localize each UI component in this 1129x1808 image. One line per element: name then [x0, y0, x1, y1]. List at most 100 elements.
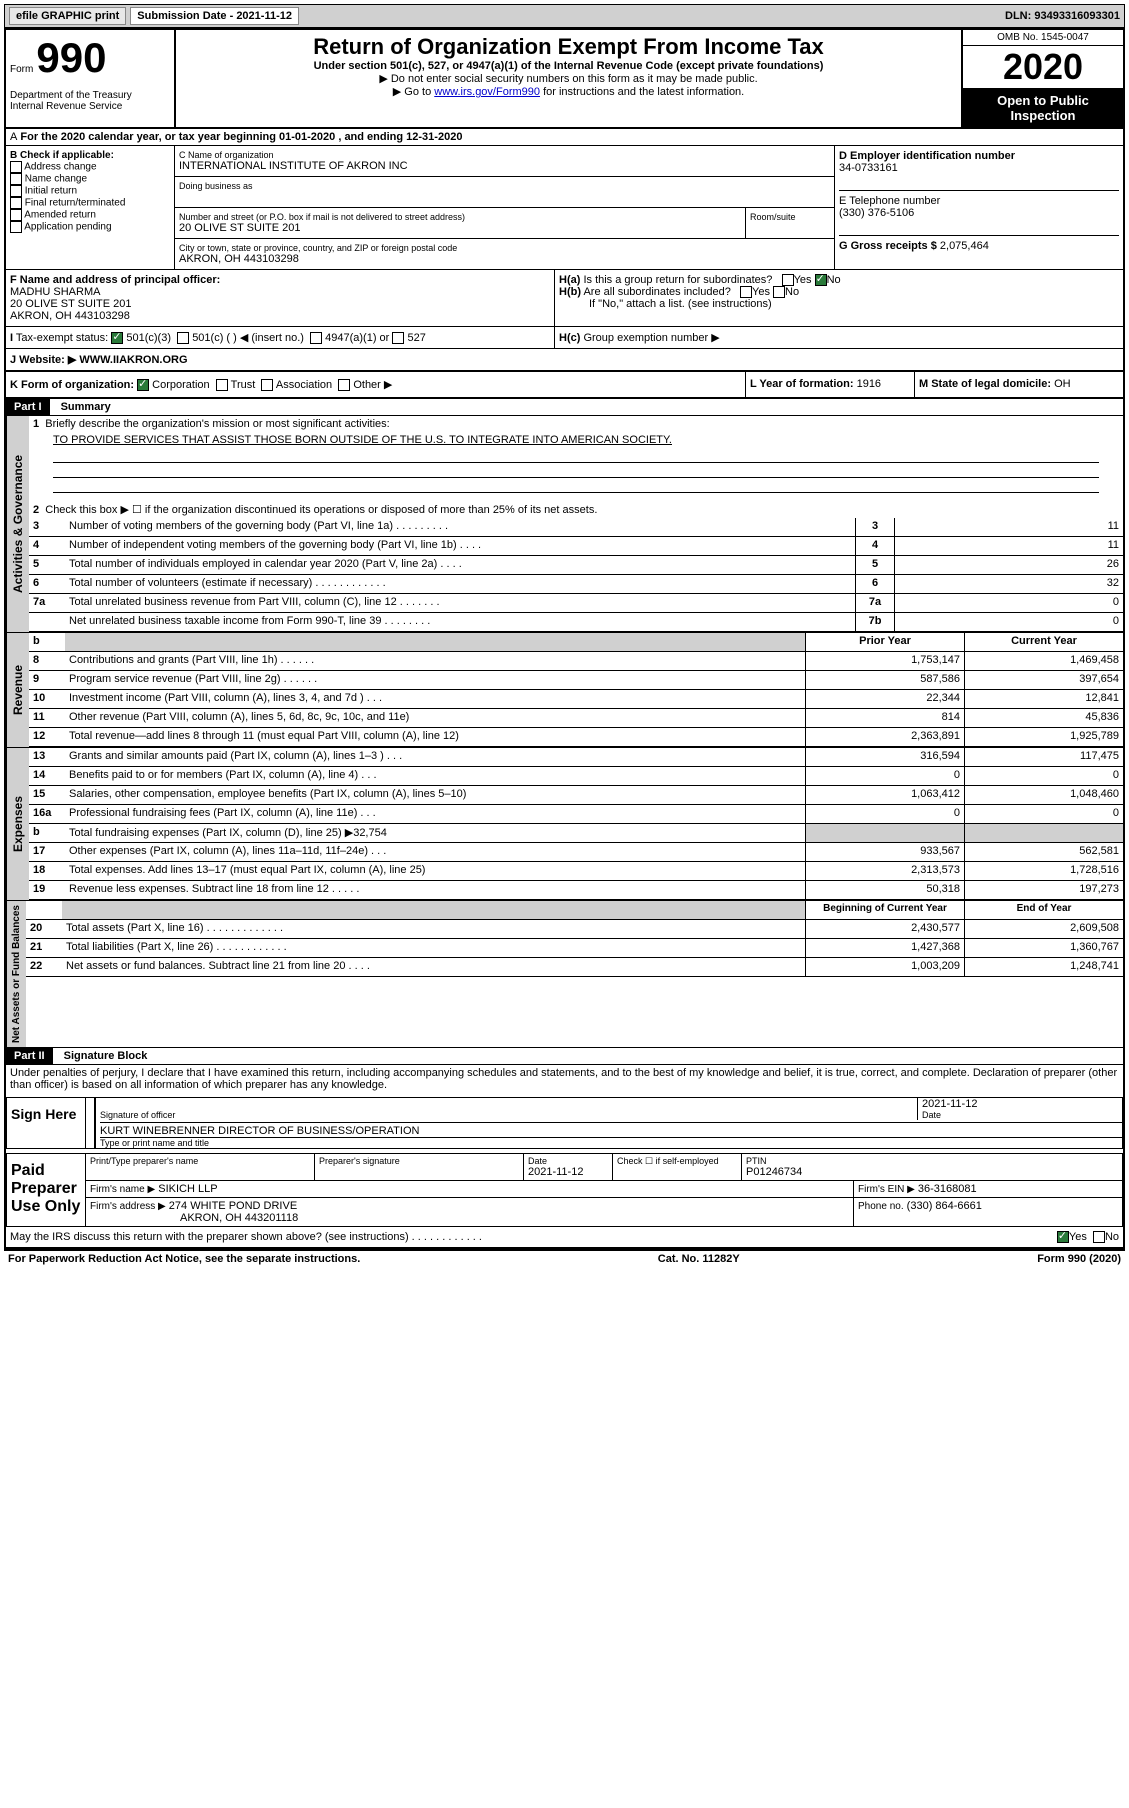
irs-link[interactable]: www.irs.gov/Form990: [434, 86, 540, 98]
submission-date-field: Submission Date - 2021-11-12: [130, 7, 299, 25]
expense-row: 16aProfessional fundraising fees (Part I…: [29, 805, 1123, 824]
firm-addr1: 274 WHITE POND DRIVE: [169, 1200, 297, 1212]
c-name-label: C Name of organization: [179, 150, 830, 160]
gov-row: 3Number of voting members of the governi…: [29, 518, 1123, 537]
prep-date: 2021-11-12: [528, 1166, 608, 1178]
efile-button[interactable]: efile GRAPHIC print: [9, 7, 126, 25]
net-row: 22Net assets or fund balances. Subtract …: [26, 958, 1123, 977]
discuss-text: May the IRS discuss this return with the…: [10, 1231, 482, 1243]
expense-row: bTotal fundraising expenses (Part IX, co…: [29, 824, 1123, 843]
declaration-text: Under penalties of perjury, I declare th…: [6, 1064, 1123, 1093]
vlabel-governance: Activities & Governance: [6, 416, 29, 632]
officer-name-label: Type or print name and title: [100, 1137, 1122, 1148]
revenue-section: Revenue b Prior Year Current Year 8Contr…: [6, 632, 1123, 747]
revenue-row: 9Program service revenue (Part VIII, lin…: [29, 671, 1123, 690]
column-c: C Name of organization INTERNATIONAL INS…: [175, 146, 835, 269]
preparer-table: Paid Preparer Use Only Print/Type prepar…: [6, 1153, 1123, 1227]
ein-value: 34-0733161: [839, 162, 1119, 174]
sign-here-label: Sign Here: [7, 1098, 86, 1148]
k-label: K Form of organization:: [10, 379, 134, 391]
column-l: L Year of formation: 1916: [745, 372, 914, 397]
revenue-row: 8Contributions and grants (Part VIII, li…: [29, 652, 1123, 671]
sig-officer-label: Signature of officer: [100, 1110, 917, 1120]
hb-row: H(b) Are all subordinates included? Yes …: [559, 286, 1119, 298]
vlabel-net: Net Assets or Fund Balances: [6, 901, 26, 1047]
form-prefix: Form: [10, 64, 33, 75]
net-header-row: Beginning of Current Year End of Year: [26, 901, 1123, 920]
officer-name: MADHU SHARMA: [10, 286, 550, 298]
part2-title: Signature Block: [56, 1048, 156, 1064]
street-box: Number and street (or P.O. box if mail i…: [175, 208, 746, 238]
dept-label: Department of the Treasury Internal Reve…: [10, 90, 170, 112]
mission-text: TO PROVIDE SERVICES THAT ASSIST THOSE BO…: [29, 432, 1123, 448]
street-value: 20 OLIVE ST SUITE 201: [179, 222, 741, 234]
ptin-value: P01246734: [746, 1166, 1118, 1178]
form-subtitle: Under section 501(c), 527, or 4947(a)(1)…: [180, 60, 957, 72]
prep-h4: Check ☐ if self-employed: [613, 1154, 742, 1180]
dba-label: Doing business as: [179, 181, 830, 191]
chk-initial: Initial return: [10, 185, 170, 197]
open-public-badge: Open to Public Inspection: [963, 89, 1123, 127]
end-year-header: End of Year: [964, 901, 1123, 919]
form-container: Form 990 Department of the Treasury Inte…: [4, 28, 1125, 1251]
officer-name-title: KURT WINEBRENNER DIRECTOR OF BUSINESS/OP…: [100, 1125, 1122, 1137]
expense-row: 17Other expenses (Part IX, column (A), l…: [29, 843, 1123, 862]
phone-value: (330) 376-5106: [839, 207, 1119, 219]
col-header-row: b Prior Year Current Year: [29, 633, 1123, 652]
note-ssn: ▶ Do not enter social security numbers o…: [180, 72, 957, 85]
gross-row: G Gross receipts $ 2,075,464: [839, 236, 1119, 252]
tax-period: A For the 2020 calendar year, or tax yea…: [6, 129, 1123, 146]
firm-name-label: Firm's name ▶: [90, 1184, 155, 1195]
expense-row: 13Grants and similar amounts paid (Part …: [29, 748, 1123, 767]
section-bcdeg: B Check if applicable: Address change Na…: [6, 146, 1123, 270]
revenue-row: 10Investment income (Part VIII, column (…: [29, 690, 1123, 709]
part-i-header-row: Part I Summary: [6, 399, 1123, 415]
discuss-row: May the IRS discuss this return with the…: [6, 1227, 1123, 1249]
dba-row: Doing business as: [175, 177, 834, 208]
chk-final: Final return/terminated: [10, 197, 170, 209]
note2-suffix: for instructions and the latest informat…: [540, 86, 744, 98]
prep-phone: (330) 864-6661: [907, 1200, 982, 1212]
preparer-label: Paid Preparer Use Only: [7, 1154, 86, 1226]
current-year-header: Current Year: [964, 633, 1123, 651]
tax-exempt-row: I Tax-exempt status: 501(c)(3) 501(c) ( …: [6, 327, 555, 348]
g-label: G Gross receipts $: [839, 240, 937, 252]
revenue-row: 12Total revenue—add lines 8 through 11 (…: [29, 728, 1123, 747]
b-cell: b: [29, 633, 65, 651]
gross-value: 2,075,464: [940, 240, 989, 252]
sign-here-table: Sign Here Signature of officer 2021-11-1…: [6, 1097, 1123, 1149]
expenses-section: Expenses 13Grants and similar amounts pa…: [6, 747, 1123, 900]
form-title: Return of Organization Exempt From Incom…: [180, 34, 957, 60]
sig-date-label: Date: [922, 1110, 1122, 1120]
formation-year: 1916: [857, 378, 881, 390]
city-value: AKRON, OH 443103298: [179, 253, 830, 265]
line2-label: Check this box ▶ ☐ if the organization d…: [45, 504, 597, 516]
org-name-row: C Name of organization INTERNATIONAL INS…: [175, 146, 834, 177]
net-row: 21Total liabilities (Part X, line 26) . …: [26, 939, 1123, 958]
chk-amended: Amended return: [10, 209, 170, 221]
net-row: 20Total assets (Part X, line 16) . . . .…: [26, 920, 1123, 939]
tax-year: 2020: [963, 46, 1123, 89]
omb-number: OMB No. 1545-0047: [963, 30, 1123, 46]
street-row: Number and street (or P.O. box if mail i…: [175, 208, 834, 239]
governance-section: Activities & Governance 1 Briefly descri…: [6, 415, 1123, 632]
footer-mid: Cat. No. 11282Y: [658, 1253, 740, 1265]
m-label: M State of legal domicile:: [919, 378, 1051, 390]
f-label: F Name and address of principal officer:: [10, 274, 550, 286]
officer-addr2: AKRON, OH 443103298: [10, 310, 550, 322]
part2-header: Part II: [6, 1048, 53, 1064]
hc-note: If "No," attach a list. (see instruction…: [559, 298, 1119, 310]
website-row: J Website: ▶ WWW.IIAKRON.ORG: [6, 349, 554, 370]
j-label: J Website: ▶: [10, 354, 76, 366]
title-box: Return of Organization Exempt From Incom…: [176, 30, 961, 127]
b-title: B Check if applicable:: [10, 150, 170, 161]
firm-addr2: AKRON, OH 443201118: [90, 1212, 849, 1224]
i-label: Tax-exempt status:: [16, 332, 108, 344]
chk-pending: Application pending: [10, 221, 170, 233]
officer-addr1: 20 OLIVE ST SUITE 201: [10, 298, 550, 310]
firm-addr-label: Firm's address ▶: [90, 1201, 166, 1212]
gov-row: 5Total number of individuals employed in…: [29, 556, 1123, 575]
expense-row: 18Total expenses. Add lines 13–17 (must …: [29, 862, 1123, 881]
prep-h5: PTIN: [746, 1156, 1118, 1166]
top-bar: efile GRAPHIC print Submission Date - 20…: [4, 4, 1125, 28]
